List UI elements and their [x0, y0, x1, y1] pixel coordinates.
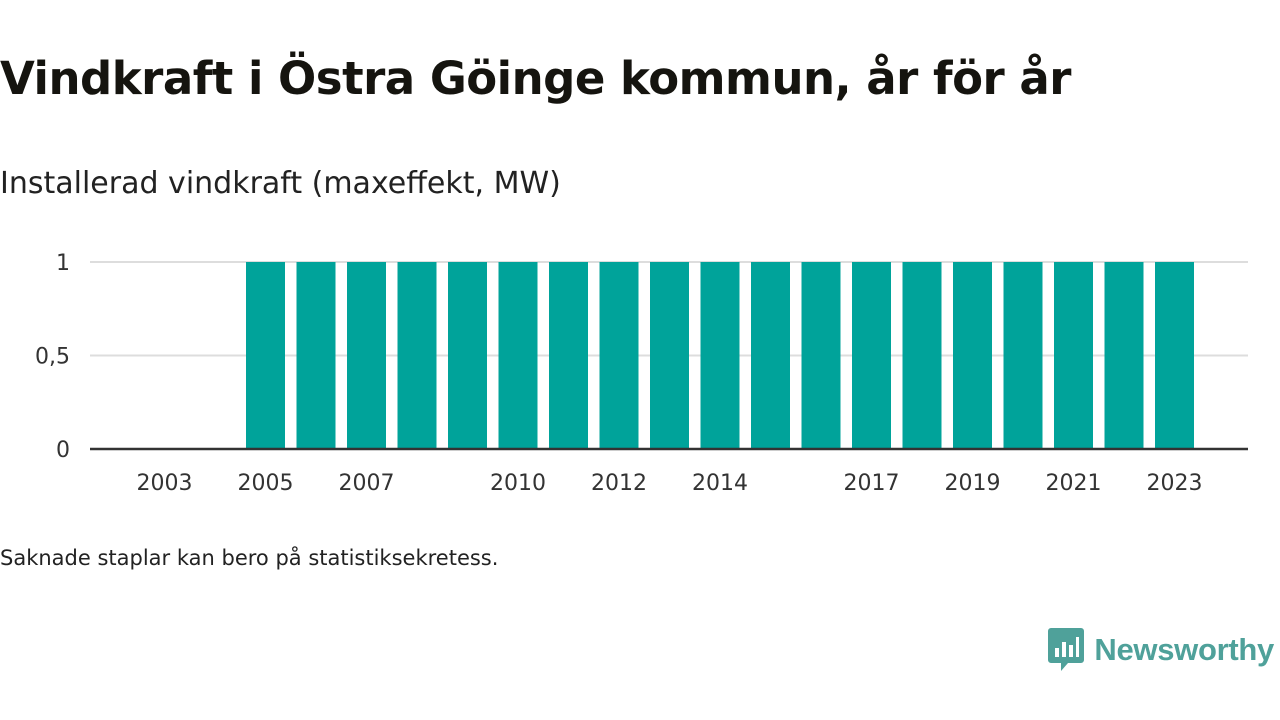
x-tick-label: 2021	[1046, 471, 1102, 496]
bar-2020	[1003, 262, 1043, 449]
x-tick-label: 2003	[137, 471, 193, 496]
bar-2009	[448, 262, 487, 449]
brand-name: Newsworthy	[1094, 632, 1274, 667]
newsworthy-logo-icon	[1048, 628, 1085, 671]
bar-chart: 0 0,5 1 2003 2005 2007 2010 2012 2014 2017 2019 202…	[35, 251, 1248, 496]
x-tick-label: 2012	[591, 471, 647, 496]
bar-2010	[498, 262, 538, 449]
brand-logo: Newsworthy	[1048, 628, 1274, 672]
bar-2007	[347, 262, 386, 449]
bar-2019	[953, 262, 992, 449]
bar-2021	[1054, 262, 1093, 449]
x-tick-label: 2014	[692, 471, 748, 496]
bar-2022	[1104, 262, 1144, 449]
x-tick-label: 2010	[490, 471, 546, 496]
bar-2018	[902, 262, 942, 449]
y-tick-label: 0	[56, 438, 70, 463]
bar-2023	[1155, 262, 1194, 449]
bar-2011	[549, 262, 588, 449]
bar-2014	[700, 262, 740, 449]
bars	[246, 262, 1194, 449]
chart-subtitle: Installerad vindkraft (maxeffekt, MW)	[0, 166, 561, 201]
x-tick-label: 2005	[238, 471, 294, 496]
x-tick-label: 2023	[1147, 471, 1203, 496]
bar-2015	[751, 262, 790, 449]
bar-2005	[246, 262, 285, 449]
axes: 0 0,5 1 2003 2005 2007 2010 2012 2014 2017 2019 202…	[35, 251, 1248, 496]
chart-title: Vindkraft i Östra Göinge kommun, år för …	[0, 52, 1071, 105]
bar-2013	[650, 262, 689, 449]
bar-2016	[801, 262, 841, 449]
y-tick-label: 1	[56, 251, 70, 276]
x-tick-label: 2019	[945, 471, 1001, 496]
y-tick-label: 0,5	[35, 345, 70, 370]
x-tick-label: 2007	[339, 471, 395, 496]
bar-2017	[852, 262, 891, 449]
bar-2006	[296, 262, 336, 449]
footnote: Saknade staplar kan bero på statistiksek…	[0, 546, 499, 570]
x-tick-label: 2017	[844, 471, 900, 496]
bar-2008	[397, 262, 437, 449]
bar-2012	[599, 262, 639, 449]
